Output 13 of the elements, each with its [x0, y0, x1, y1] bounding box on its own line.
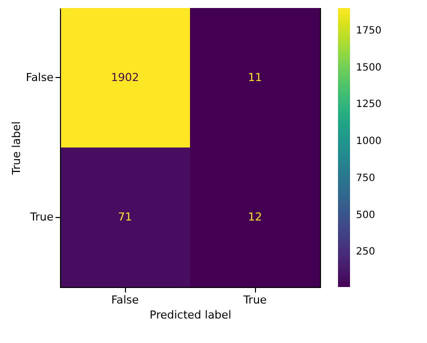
- data-label: 11: [248, 70, 262, 84]
- y-axis-title: True label: [10, 121, 23, 176]
- x-axis-title: Predicted label: [150, 308, 232, 322]
- color-bar-label: 500: [356, 210, 376, 221]
- color-bar-label: 1000: [356, 136, 382, 148]
- data-label: 1902: [111, 70, 139, 84]
- data-label: 71: [118, 210, 132, 224]
- color-bar-label: 1500: [356, 62, 382, 74]
- color-bar-label: 750: [356, 172, 376, 184]
- data-label: 12: [248, 210, 262, 224]
- color-bar-label: 1750: [356, 25, 382, 36]
- color-bar-label: 1250: [356, 99, 382, 110]
- color-bar-label: 250: [356, 246, 376, 258]
